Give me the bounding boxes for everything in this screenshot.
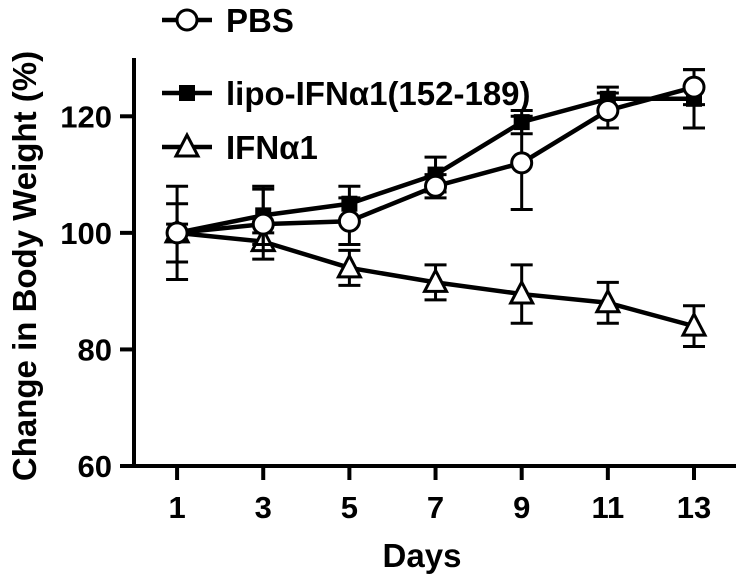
data-point (596, 98, 620, 122)
legend-marker (175, 8, 199, 32)
data-point (251, 212, 275, 236)
legend-marker (173, 131, 201, 158)
plot-series (163, 68, 708, 349)
data-point (510, 151, 534, 175)
y-axis: 60 80 100 120 Change in Body Weight (%) (6, 51, 136, 484)
legend-item: PBS (162, 2, 294, 39)
legend: PBS lipo-IFNα1(152-189) IFNα1 (162, 2, 531, 166)
x-tick-label: 7 (427, 490, 444, 525)
data-point (594, 287, 622, 314)
legend-marker (179, 85, 195, 101)
x-axis: 1 3 5 7 9 11 13 Days (132, 464, 736, 574)
y-axis-title: Change in Body Weight (%) (6, 51, 43, 481)
legend-label: lipo-IFNα1(152-189) (226, 75, 531, 112)
data-point (682, 75, 706, 99)
legend-item: IFNα1 (162, 129, 318, 166)
data-point (337, 209, 361, 233)
x-ticks: 1 3 5 7 9 11 13 (168, 466, 711, 525)
legend-label: PBS (226, 2, 294, 39)
series-0 (165, 68, 706, 281)
data-point (424, 174, 448, 198)
data-point (335, 252, 363, 279)
y-tick-label: 100 (60, 216, 112, 251)
data-point (508, 278, 536, 305)
x-axis-title: Days (383, 537, 462, 574)
x-tick-label: 9 (513, 490, 530, 525)
data-point (165, 221, 189, 245)
x-tick-label: 1 (168, 490, 185, 525)
y-tick-label: 80 (78, 332, 112, 367)
legend-item: lipo-IFNα1(152-189) (162, 75, 531, 112)
y-tick-label: 60 (78, 449, 112, 484)
x-tick-label: 13 (677, 490, 711, 525)
y-ticks: 60 80 100 120 (60, 99, 134, 484)
data-point (680, 310, 708, 337)
y-tick-label: 120 (60, 99, 112, 134)
legend-label: IFNα1 (226, 129, 318, 166)
series-2 (163, 217, 708, 349)
x-tick-label: 11 (591, 490, 624, 525)
x-tick-label: 3 (255, 490, 272, 525)
x-tick-label: 5 (341, 490, 358, 525)
data-point (422, 267, 450, 293)
